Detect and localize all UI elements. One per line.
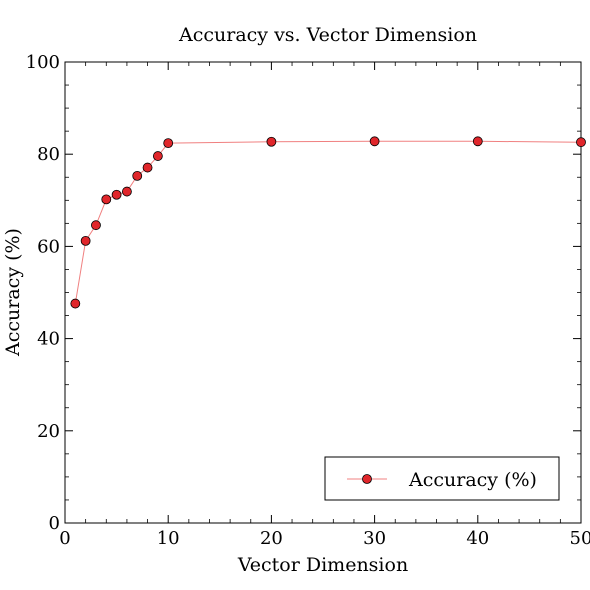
series-layer xyxy=(70,136,586,309)
data-point xyxy=(111,189,122,200)
data-point xyxy=(152,151,163,161)
x-tick-label: 20 xyxy=(260,528,283,549)
data-point xyxy=(266,136,277,147)
data-point xyxy=(369,136,380,147)
y-axis-label: Accuracy (%) xyxy=(2,228,24,357)
y-tick-label: 60 xyxy=(37,236,60,257)
y-tick-label: 80 xyxy=(37,144,60,165)
x-axis-label: Vector Dimension xyxy=(237,554,408,576)
x-axis: 0 10 20 30 40 50 xyxy=(59,62,590,549)
data-point xyxy=(122,186,132,197)
x-tick-label: 40 xyxy=(466,528,489,549)
plot-frame xyxy=(64,61,582,524)
legend: Accuracy (%) xyxy=(324,456,560,501)
x-tick-label: 50 xyxy=(570,528,590,549)
legend-label: Accuracy (%) xyxy=(408,469,537,491)
x-tick-label: 30 xyxy=(363,528,386,549)
y-tick-label: 20 xyxy=(37,421,60,442)
y-tick-label: 40 xyxy=(37,329,60,350)
data-point xyxy=(101,194,112,205)
plot-area: 0 10 20 30 40 50 0 20 40 60 80 100 xyxy=(26,52,590,549)
legend-marker xyxy=(362,474,372,484)
data-point xyxy=(80,235,91,246)
y-tick-label: 100 xyxy=(26,52,60,73)
data-point xyxy=(132,170,143,181)
x-tick-label: 0 xyxy=(59,528,70,549)
data-point xyxy=(163,138,174,149)
data-point xyxy=(472,136,483,147)
data-point xyxy=(91,220,101,231)
chart-title: Accuracy vs. Vector Dimension xyxy=(178,24,477,46)
y-tick-label: 0 xyxy=(49,513,60,534)
data-point xyxy=(576,137,586,148)
x-tick-label: 10 xyxy=(157,528,180,549)
data-point xyxy=(142,162,153,173)
data-point xyxy=(70,298,81,309)
y-axis: 0 20 40 60 80 100 xyxy=(26,52,581,534)
